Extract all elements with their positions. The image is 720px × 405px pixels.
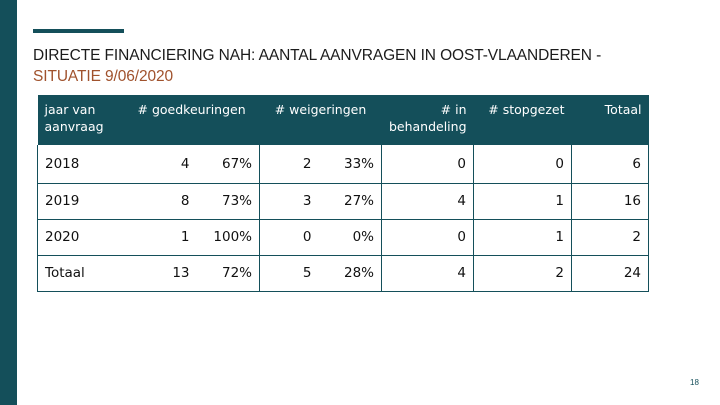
page-number: 18: [690, 378, 699, 387]
header-total: Totaal: [571, 95, 649, 145]
cell-stopped: 2: [473, 255, 573, 292]
cell-refusals: 3: [259, 183, 319, 220]
cell-total: 6: [571, 145, 650, 184]
table-row-total: Totaal 13 72% 5 28% 4 2 24: [37, 255, 650, 292]
cell-in-progress: 0: [381, 219, 475, 256]
cell-approvals: 8: [130, 183, 197, 220]
cell-total: 24: [571, 255, 650, 292]
cell-refusals-pct: 0%: [318, 219, 383, 256]
title-line-2: SITUATIE 9/06/2020: [33, 68, 174, 85]
cell-approvals-pct: 67%: [196, 145, 260, 184]
cell-in-progress: 4: [381, 255, 475, 292]
applications-table: jaar van aanvraag # goedkeuringen # weig…: [37, 95, 650, 292]
slide-title: DIRECTE FINANCIERING NAH: AANTAL AANVRAG…: [33, 45, 713, 87]
header-approvals: # goedkeuringen: [130, 95, 260, 145]
side-accent-bar: [0, 0, 17, 405]
cell-refusals: 0: [259, 219, 319, 256]
header-year: jaar van aanvraag: [37, 95, 131, 145]
table-header-row: jaar van aanvraag # goedkeuringen # weig…: [37, 95, 649, 145]
cell-approvals-pct: 100%: [196, 219, 260, 256]
table-row: 2018 4 67% 2 33% 0 0 6: [37, 145, 650, 184]
title-accent-rule: [33, 29, 124, 33]
cell-in-progress: 0: [381, 145, 475, 184]
table-row: 2019 8 73% 3 27% 4 1 16: [37, 183, 650, 220]
table-row: 2020 1 100% 0 0% 0 1 2: [37, 219, 650, 256]
cell-total: 2: [571, 219, 650, 256]
cell-approvals-pct: 72%: [196, 255, 260, 292]
cell-refusals-pct: 33%: [318, 145, 383, 184]
header-stopped: # stopgezet: [473, 95, 572, 145]
cell-approvals: 13: [130, 255, 197, 292]
cell-in-progress: 4: [381, 183, 475, 220]
cell-stopped: 0: [473, 145, 573, 184]
title-line-1: DIRECTE FINANCIERING NAH: AANTAL AANVRAG…: [33, 47, 602, 64]
cell-total: 16: [571, 183, 650, 220]
cell-refusals-pct: 27%: [318, 183, 383, 220]
cell-refusals-pct: 28%: [318, 255, 383, 292]
cell-refusals: 5: [259, 255, 319, 292]
cell-year: Totaal: [37, 255, 131, 292]
header-refusals: # weigeringen: [259, 95, 382, 145]
cell-year: 2019: [37, 183, 131, 220]
cell-refusals: 2: [259, 145, 319, 184]
cell-approvals: 4: [130, 145, 197, 184]
cell-stopped: 1: [473, 219, 573, 256]
cell-stopped: 1: [473, 183, 573, 220]
cell-year: 2020: [37, 219, 131, 256]
cell-approvals-pct: 73%: [196, 183, 260, 220]
cell-approvals: 1: [130, 219, 197, 256]
cell-year: 2018: [37, 145, 131, 184]
header-in-progress: # in behandeling: [381, 95, 474, 145]
